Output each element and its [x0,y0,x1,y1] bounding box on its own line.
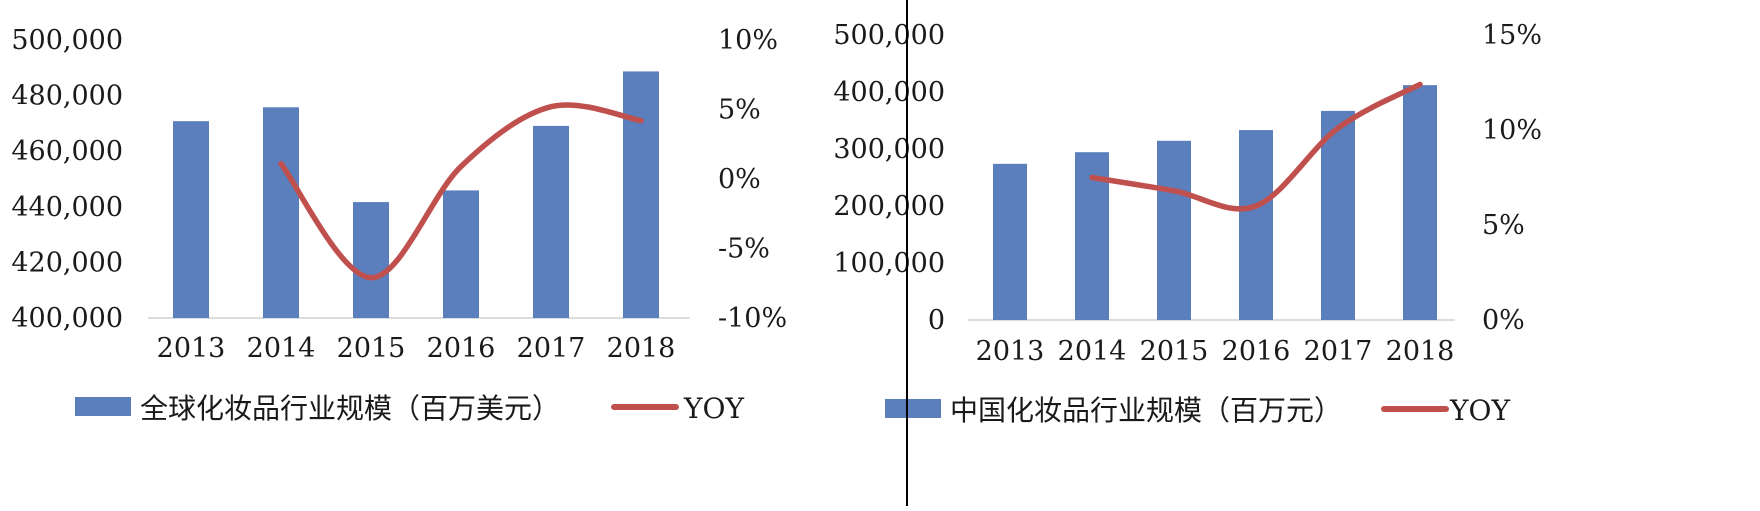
y-left-tick-label: 440,000 [11,192,123,223]
legend-bar-swatch [885,399,941,418]
chart-1: 400,000 420,000 440,000 460,000 480,000 500,0… [11,25,787,425]
y-left-tick-label: 200,000 [833,191,945,222]
legend-line-label: YOY [683,392,744,425]
bar [533,125,569,318]
bar [1157,140,1191,320]
legend-line-label: YOY [1449,394,1510,427]
y-left-tick-label: 460,000 [11,136,123,167]
bar [443,190,479,318]
legend-bar-label: 中国化妆品行业规模（百万元） [950,394,1342,427]
y-left-tick-label: 400,000 [833,77,945,108]
y-left-tick-label: 0 [928,305,945,336]
bar [1321,110,1355,320]
y-right-tick-label: 0% [718,164,761,195]
y-left-tick-label: 500,000 [833,20,945,51]
y-left-tick-label: 500,000 [11,25,123,56]
x-tick-label: 2016 [1222,336,1291,367]
y-left-tick-label: 480,000 [11,81,123,112]
x-tick-label: 2016 [427,333,496,364]
legend-bar-label: 全球化妆品行业规模（百万美元） [140,392,560,425]
y-right-tick-label: 5% [718,95,761,126]
y-right-tick-label: -5% [718,234,770,265]
bar [993,163,1027,320]
x-tick-label: 2017 [1304,336,1373,367]
y-left-tick-label: 100,000 [833,248,945,279]
bar [263,107,299,318]
bar [1403,85,1437,320]
x-tick-label: 2014 [247,333,316,364]
y-right-tick-label: 10% [718,25,778,56]
y-right-tick-label: 0% [1482,305,1525,336]
x-tick-label: 2013 [157,333,226,364]
yoy-line [1089,81,1423,212]
y-right-tick-label: -10% [718,303,787,334]
y-left-tick-label: 300,000 [833,134,945,165]
bar [1239,130,1273,320]
x-tick-label: 2014 [1058,336,1127,367]
x-tick-label: 2017 [517,333,586,364]
x-tick-label: 2015 [1140,336,1209,367]
bar [353,202,389,318]
x-tick-label: 2018 [1386,336,1455,367]
yoy-line [278,102,644,281]
y-left-tick-label: 420,000 [11,247,123,278]
bar [623,71,659,318]
y-left-tick-label: 400,000 [11,303,123,334]
y-right-tick-label: 5% [1482,210,1525,241]
y-right-tick-label: 10% [1482,115,1542,146]
chart-2: 0 100,000 200,000 300,000 400,000 500,000 0% 5%… [833,20,1542,427]
x-tick-label: 2013 [976,336,1045,367]
x-tick-label: 2018 [607,333,676,364]
y-right-tick-label: 15% [1482,20,1542,51]
panel-divider [906,0,908,506]
legend-bar-swatch [75,397,131,416]
bar [173,121,209,319]
x-tick-label: 2015 [337,333,406,364]
